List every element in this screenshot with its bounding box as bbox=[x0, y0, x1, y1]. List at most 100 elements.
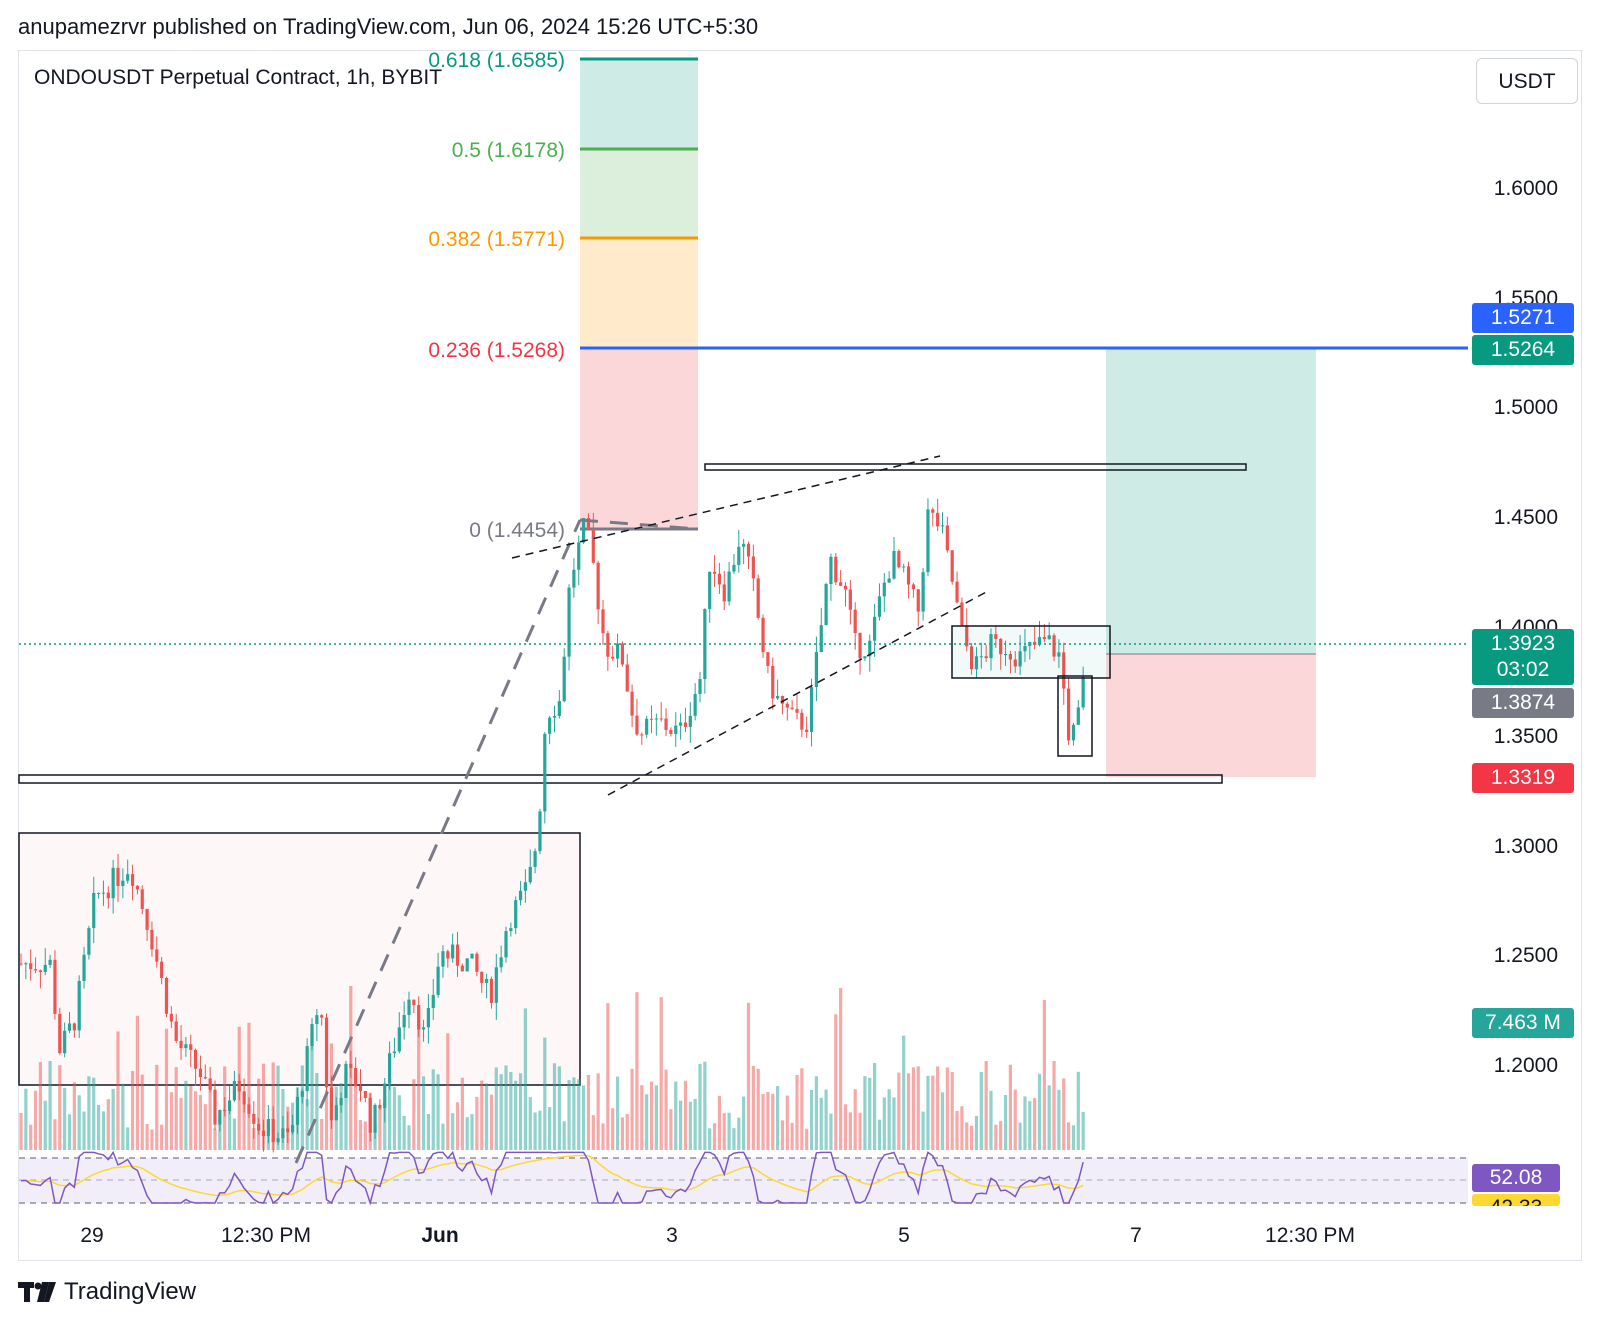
candle-body bbox=[582, 517, 586, 543]
y-tick: 1.2000 bbox=[1494, 1054, 1558, 1077]
candle-body bbox=[53, 959, 57, 1014]
volume-bar bbox=[523, 1008, 527, 1150]
volume-bar bbox=[470, 1114, 474, 1150]
candle-body bbox=[766, 652, 770, 666]
volume-bar bbox=[882, 1097, 886, 1150]
volume-bar bbox=[674, 1081, 678, 1150]
candle-body bbox=[451, 944, 455, 959]
tradingview-logo[interactable]: TradingView bbox=[18, 1278, 196, 1306]
candle-body bbox=[625, 664, 629, 692]
volume-bar bbox=[897, 1072, 901, 1150]
volume-bar bbox=[829, 1113, 833, 1150]
volume-bar bbox=[1047, 1085, 1051, 1150]
candle-body bbox=[470, 953, 474, 959]
candle-body bbox=[446, 951, 450, 959]
candle-body bbox=[538, 811, 542, 852]
x-tick: 12:30 PM bbox=[221, 1224, 311, 1247]
volume-bar bbox=[984, 1061, 988, 1150]
volume-bar bbox=[538, 1110, 542, 1150]
volume-bar bbox=[635, 992, 639, 1150]
volume-bar bbox=[790, 1122, 794, 1150]
volume-bar bbox=[276, 1065, 280, 1150]
candle-body bbox=[761, 617, 765, 653]
volume-bar bbox=[155, 1064, 159, 1150]
candle-body bbox=[252, 1113, 256, 1124]
volume-bar bbox=[940, 1092, 945, 1150]
volume-bar bbox=[475, 1096, 479, 1150]
volume-bar bbox=[926, 1075, 930, 1150]
candle-body bbox=[48, 959, 52, 965]
candle-body bbox=[805, 729, 809, 733]
candle-body bbox=[344, 1063, 348, 1099]
candle-body bbox=[426, 1007, 430, 1028]
candle-body bbox=[756, 578, 760, 618]
volume-bar bbox=[1076, 1071, 1080, 1150]
candle-body bbox=[329, 1087, 333, 1121]
volume-bar bbox=[465, 1117, 469, 1150]
candle-body bbox=[955, 581, 959, 603]
x-axis[interactable]: 29 12:30 PM Jun 3 5 7 12:30 PM bbox=[80, 1224, 1355, 1247]
candle-body bbox=[213, 1089, 217, 1125]
volume-bar bbox=[53, 1119, 57, 1150]
volume-bar bbox=[494, 1067, 498, 1150]
sweep-box[interactable] bbox=[1057, 675, 1093, 757]
volume-bar bbox=[397, 1095, 401, 1150]
rsi-pane[interactable] bbox=[19, 1150, 1468, 1206]
candle-body bbox=[130, 874, 135, 886]
volume-bar bbox=[727, 1112, 731, 1150]
volume-bar bbox=[160, 1124, 164, 1150]
y-axis[interactable]: 1.6000 1.5500 1.5000 1.4500 1.4000 1.350… bbox=[1494, 177, 1558, 1077]
trend-lines[interactable] bbox=[294, 455, 991, 1164]
volume-bar bbox=[606, 1003, 610, 1150]
resistance-zone[interactable] bbox=[704, 463, 1247, 471]
candle-body bbox=[1033, 641, 1037, 645]
volume-bar bbox=[213, 1128, 217, 1150]
candle-body bbox=[150, 929, 154, 950]
volume-bar bbox=[717, 1095, 721, 1150]
candle-body bbox=[504, 931, 508, 958]
fib-label-05: 0.5 (1.6178) bbox=[452, 139, 565, 162]
volume-bar bbox=[38, 1062, 42, 1150]
long-position-tool[interactable] bbox=[1106, 349, 1316, 777]
y-tick: 1.5000 bbox=[1494, 396, 1558, 419]
candle-body bbox=[1037, 637, 1042, 645]
range-box[interactable] bbox=[951, 625, 1111, 679]
candle-body bbox=[795, 708, 799, 713]
volume-bar bbox=[29, 1124, 33, 1150]
volume-bar bbox=[189, 1085, 193, 1150]
support-zone[interactable] bbox=[18, 774, 1223, 784]
volume-bar bbox=[198, 1094, 203, 1150]
current-price-value: 1.3923 bbox=[1490, 632, 1556, 655]
candle-body bbox=[421, 1027, 426, 1030]
volume-bar bbox=[504, 1065, 508, 1150]
volume-bar bbox=[834, 1014, 838, 1150]
candle-body bbox=[363, 1091, 367, 1098]
fib-label-0: 0 (1.4454) bbox=[469, 519, 565, 542]
volume-bar bbox=[936, 1066, 940, 1150]
volume-bar bbox=[698, 1063, 702, 1150]
candle-body bbox=[247, 1104, 251, 1114]
price-label-take-profit: 1.5264 bbox=[1472, 335, 1574, 365]
volume-bar bbox=[324, 1090, 329, 1150]
volume-bar bbox=[203, 1104, 207, 1150]
candle-body bbox=[460, 965, 464, 972]
rsi-ma-value-label: 42.33 bbox=[1472, 1194, 1560, 1206]
volume-bar bbox=[805, 1128, 809, 1150]
volume-bar bbox=[407, 1125, 411, 1150]
volume-bar bbox=[771, 1093, 775, 1150]
volume-bar bbox=[101, 1111, 106, 1150]
fibonacci-retracement[interactable]: 0.618 (1.6585) 0.5 (1.6178) 0.382 (1.577… bbox=[428, 49, 698, 542]
currency-button[interactable]: USDT bbox=[1476, 58, 1578, 104]
candle-body bbox=[315, 1015, 319, 1025]
volume-bar bbox=[417, 1011, 421, 1150]
candle-body bbox=[863, 656, 867, 659]
volume-bar bbox=[72, 1082, 76, 1150]
candle-body bbox=[829, 556, 833, 585]
volume-bar bbox=[974, 1115, 979, 1150]
candle-body bbox=[615, 643, 620, 659]
candle-body bbox=[737, 546, 741, 565]
candle-body bbox=[392, 1051, 397, 1054]
volume-bar bbox=[615, 1076, 620, 1150]
volume-bar bbox=[455, 1102, 460, 1150]
